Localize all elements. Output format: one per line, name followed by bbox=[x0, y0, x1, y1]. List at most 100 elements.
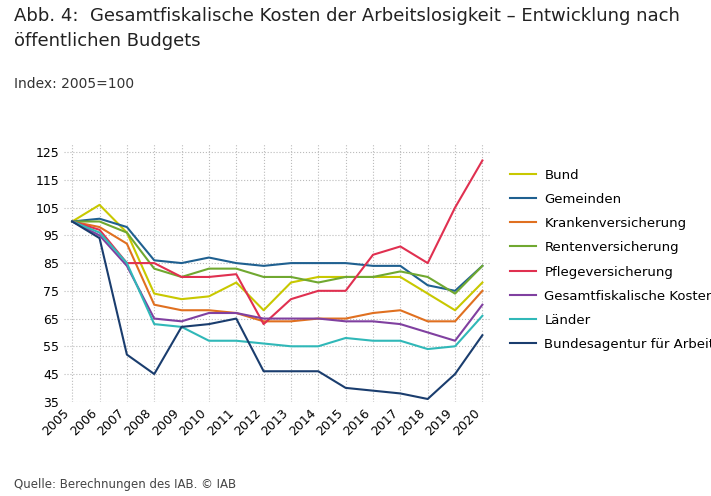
Text: Index: 2005=100: Index: 2005=100 bbox=[14, 77, 134, 91]
Gemeinden bbox=[68, 219, 77, 225]
Gesamtfiskalische Kosten bbox=[396, 321, 405, 327]
Pflegeversicherung bbox=[287, 296, 295, 302]
Rentenversicherung bbox=[287, 274, 295, 280]
Legend: Bund, Gemeinden, Krankenversicherung, Rentenversicherung, Pflegeversicherung, Ge: Bund, Gemeinden, Krankenversicherung, Re… bbox=[510, 169, 711, 351]
Bundesagentur für Arbeit bbox=[177, 324, 186, 330]
Bundesagentur für Arbeit bbox=[122, 352, 131, 358]
Pflegeversicherung bbox=[396, 244, 405, 249]
Bundesagentur für Arbeit bbox=[260, 368, 268, 374]
Gemeinden bbox=[341, 260, 350, 266]
Krankenversicherung bbox=[260, 318, 268, 324]
Pflegeversicherung bbox=[369, 252, 378, 258]
Bundesagentur für Arbeit bbox=[314, 368, 323, 374]
Line: Gemeinden: Gemeinden bbox=[73, 219, 482, 291]
Krankenversicherung bbox=[478, 288, 486, 294]
Gesamtfiskalische Kosten bbox=[122, 263, 131, 269]
Bundesagentur für Arbeit bbox=[396, 390, 405, 396]
Gesamtfiskalische Kosten bbox=[341, 318, 350, 324]
Gemeinden bbox=[287, 260, 295, 266]
Pflegeversicherung bbox=[68, 219, 77, 225]
Länder bbox=[396, 338, 405, 344]
Gesamtfiskalische Kosten bbox=[369, 318, 378, 324]
Line: Pflegeversicherung: Pflegeversicherung bbox=[73, 161, 482, 324]
Bund bbox=[369, 274, 378, 280]
Gemeinden bbox=[260, 263, 268, 269]
Pflegeversicherung bbox=[260, 321, 268, 327]
Text: Abb. 4:  Gesamtfiskalische Kosten der Arbeitslosigkeit – Entwicklung nach: Abb. 4: Gesamtfiskalische Kosten der Arb… bbox=[14, 7, 680, 25]
Gesamtfiskalische Kosten bbox=[177, 318, 186, 324]
Länder bbox=[287, 343, 295, 349]
Line: Länder: Länder bbox=[73, 222, 482, 349]
Gemeinden bbox=[451, 288, 459, 294]
Bundesagentur für Arbeit bbox=[369, 388, 378, 394]
Gesamtfiskalische Kosten bbox=[478, 302, 486, 308]
Krankenversicherung bbox=[287, 318, 295, 324]
Line: Bundesagentur für Arbeit: Bundesagentur für Arbeit bbox=[73, 222, 482, 399]
Länder bbox=[451, 343, 459, 349]
Line: Gesamtfiskalische Kosten: Gesamtfiskalische Kosten bbox=[73, 222, 482, 341]
Rentenversicherung bbox=[478, 263, 486, 269]
Rentenversicherung bbox=[341, 274, 350, 280]
Länder bbox=[205, 338, 213, 344]
Gesamtfiskalische Kosten bbox=[95, 233, 104, 239]
Rentenversicherung bbox=[396, 268, 405, 274]
Bundesagentur für Arbeit bbox=[424, 396, 432, 402]
Pflegeversicherung bbox=[424, 260, 432, 266]
Rentenversicherung bbox=[314, 280, 323, 286]
Gemeinden bbox=[177, 260, 186, 266]
Gemeinden bbox=[150, 257, 159, 263]
Rentenversicherung bbox=[369, 274, 378, 280]
Gesamtfiskalische Kosten bbox=[232, 310, 240, 316]
Krankenversicherung bbox=[150, 302, 159, 308]
Gesamtfiskalische Kosten bbox=[451, 338, 459, 344]
Text: öffentlichen Budgets: öffentlichen Budgets bbox=[14, 32, 201, 50]
Gesamtfiskalische Kosten bbox=[287, 315, 295, 321]
Bundesagentur für Arbeit bbox=[287, 368, 295, 374]
Bundesagentur für Arbeit bbox=[232, 315, 240, 321]
Bundesagentur für Arbeit bbox=[341, 385, 350, 391]
Krankenversicherung bbox=[451, 318, 459, 324]
Gesamtfiskalische Kosten bbox=[260, 315, 268, 321]
Gesamtfiskalische Kosten bbox=[205, 310, 213, 316]
Rentenversicherung bbox=[150, 266, 159, 272]
Länder bbox=[478, 313, 486, 319]
Gemeinden bbox=[369, 263, 378, 269]
Gemeinden bbox=[396, 263, 405, 269]
Bundesagentur für Arbeit bbox=[150, 371, 159, 377]
Bund bbox=[68, 219, 77, 225]
Rentenversicherung bbox=[260, 274, 268, 280]
Pflegeversicherung bbox=[205, 274, 213, 280]
Bundesagentur für Arbeit bbox=[205, 321, 213, 327]
Rentenversicherung bbox=[68, 219, 77, 225]
Länder bbox=[177, 324, 186, 330]
Krankenversicherung bbox=[95, 224, 104, 230]
Länder bbox=[122, 260, 131, 266]
Bundesagentur für Arbeit bbox=[478, 332, 486, 338]
Bund bbox=[424, 291, 432, 297]
Pflegeversicherung bbox=[478, 158, 486, 164]
Krankenversicherung bbox=[396, 307, 405, 313]
Gemeinden bbox=[205, 254, 213, 260]
Pflegeversicherung bbox=[451, 205, 459, 211]
Bund bbox=[232, 280, 240, 286]
Länder bbox=[260, 341, 268, 347]
Gemeinden bbox=[122, 224, 131, 230]
Bund bbox=[150, 291, 159, 297]
Länder bbox=[369, 338, 378, 344]
Pflegeversicherung bbox=[232, 271, 240, 277]
Länder bbox=[314, 343, 323, 349]
Bund bbox=[396, 274, 405, 280]
Bund bbox=[314, 274, 323, 280]
Krankenversicherung bbox=[369, 310, 378, 316]
Bundesagentur für Arbeit bbox=[95, 235, 104, 241]
Krankenversicherung bbox=[424, 318, 432, 324]
Länder bbox=[424, 346, 432, 352]
Rentenversicherung bbox=[95, 219, 104, 225]
Rentenversicherung bbox=[424, 274, 432, 280]
Bund bbox=[95, 202, 104, 208]
Krankenversicherung bbox=[314, 315, 323, 321]
Line: Rentenversicherung: Rentenversicherung bbox=[73, 222, 482, 294]
Gesamtfiskalische Kosten bbox=[314, 315, 323, 321]
Line: Bund: Bund bbox=[73, 205, 482, 310]
Rentenversicherung bbox=[451, 291, 459, 297]
